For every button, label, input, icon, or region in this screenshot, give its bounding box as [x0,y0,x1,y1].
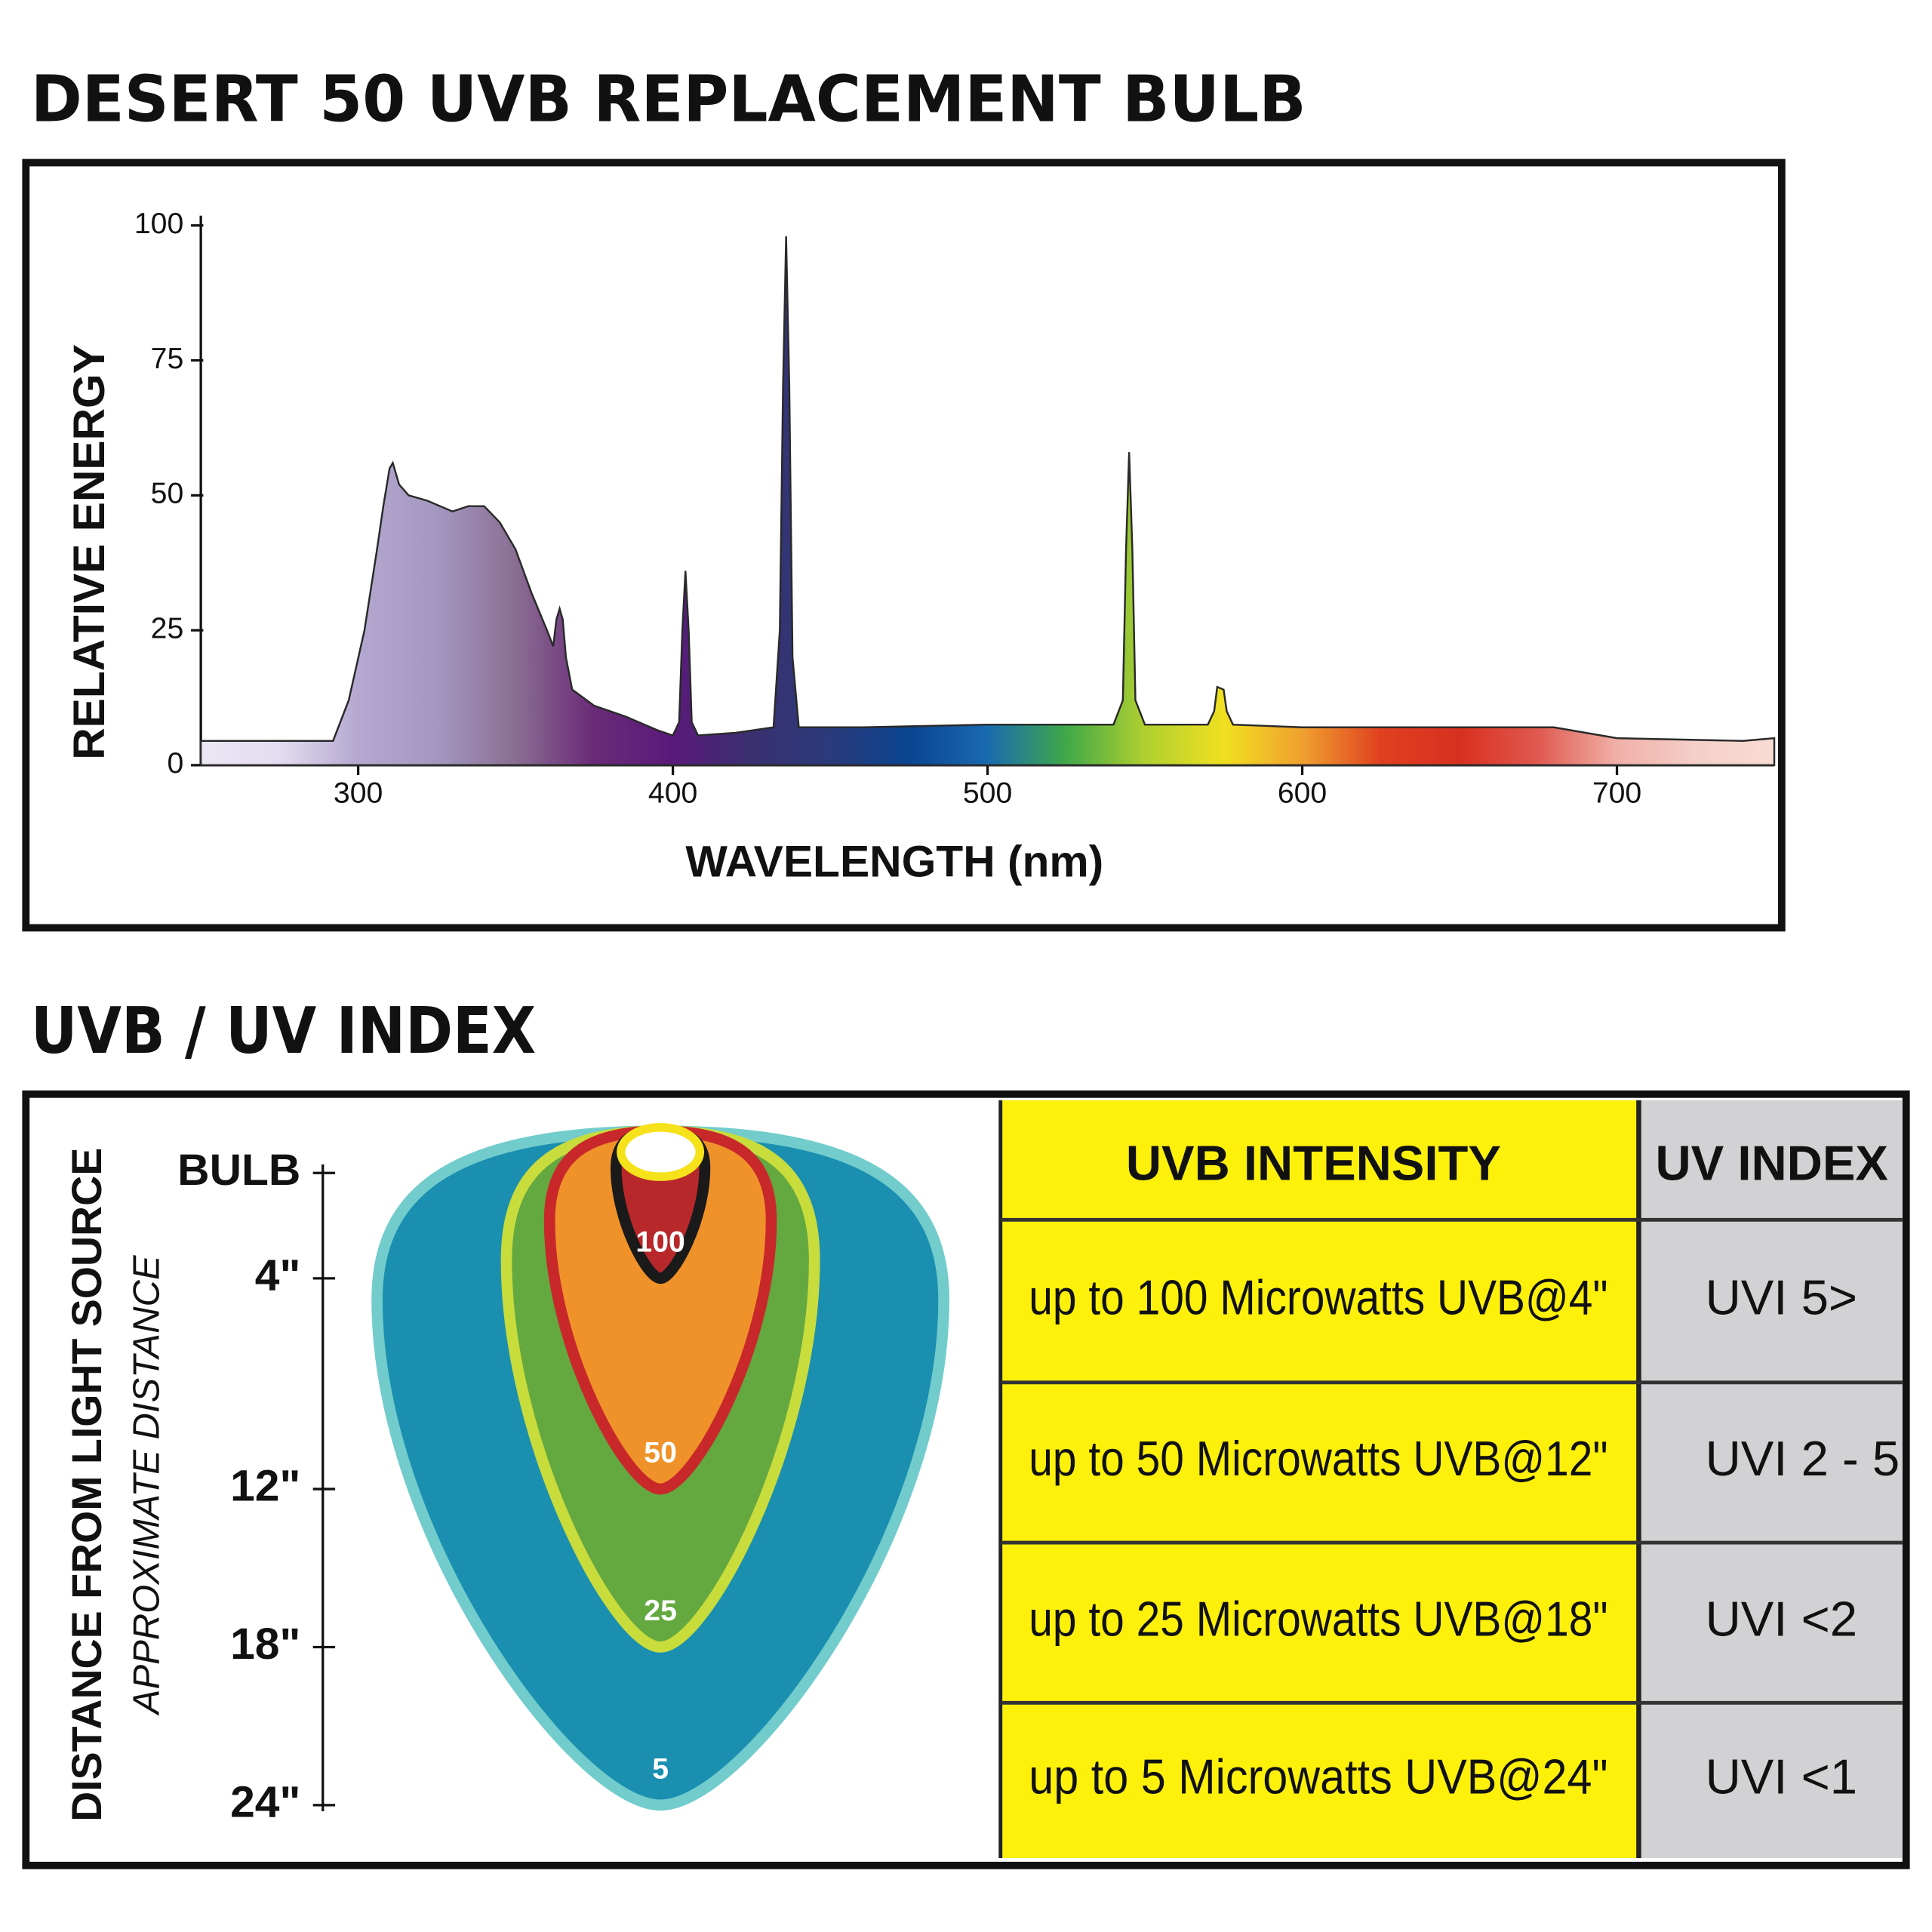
index-frame [22,1090,1910,1869]
index-cell: UVI <2 [1706,1591,1857,1646]
uvb-zone [543,1125,777,1495]
intensity-cell: up to 5 Microwatts UVB@24" [1029,1749,1607,1804]
distance-tick-label: 12" [230,1462,300,1511]
index-cell: UVI 2 - 5 [1706,1431,1900,1486]
y-tick-label: 0 [167,747,183,780]
y-axis-label: RELATIVE ENERGY [65,344,114,760]
table-header: UVB INTENSITY [1126,1135,1501,1190]
y-tick-label: 75 [151,343,184,375]
intensity-cell: up to 25 Microwatts UVB@18" [1029,1591,1607,1646]
zone-label: 100 [635,1226,685,1259]
x-tick-label: 600 [1278,777,1327,809]
section-title: UVB / UV INDEX [31,994,536,1069]
zone-label: 5 [652,1752,669,1785]
chart-frame [22,158,1786,932]
y-tick-label: 50 [151,478,184,510]
table-header: UV INDEX [1656,1135,1888,1190]
zone-label: 50 [644,1437,677,1469]
x-axis-label: WAVELENGTH (nm) [685,838,1103,887]
distance-tick-label: BULB [177,1146,300,1195]
distance-axis-sublabel: APPROXIMATE DISTANCE [126,1254,167,1716]
x-tick-label: 300 [334,777,383,809]
intensity-cell: up to 50 Microwatts UVB@12" [1029,1431,1607,1486]
distance-tick-label: 4" [255,1251,301,1300]
zone-label: 25 [644,1595,677,1627]
x-tick-label: 700 [1592,777,1641,809]
intensity-column [1000,1100,1639,1859]
distance-tick-label: 24" [230,1777,300,1826]
spectrum-area [199,236,1776,767]
distance-axis-label: DISTANCE FROM LIGHT SOURCE [63,1148,110,1822]
y-tick-label: 100 [134,208,183,240]
intensity-cell: up to 100 Microwatts UVB@4" [1029,1269,1607,1324]
index-cell: UVI 5> [1706,1269,1857,1324]
chart-title: DESERT 50 UVB REPLACEMENT BULB [31,63,1306,137]
bulb [617,1123,705,1181]
x-tick-label: 400 [648,777,697,809]
index-cell: UVI <1 [1706,1749,1857,1804]
x-tick-label: 500 [963,777,1012,809]
y-tick-label: 25 [151,612,184,645]
index-column [1638,1100,1903,1859]
distance-tick-label: 18" [230,1620,300,1669]
